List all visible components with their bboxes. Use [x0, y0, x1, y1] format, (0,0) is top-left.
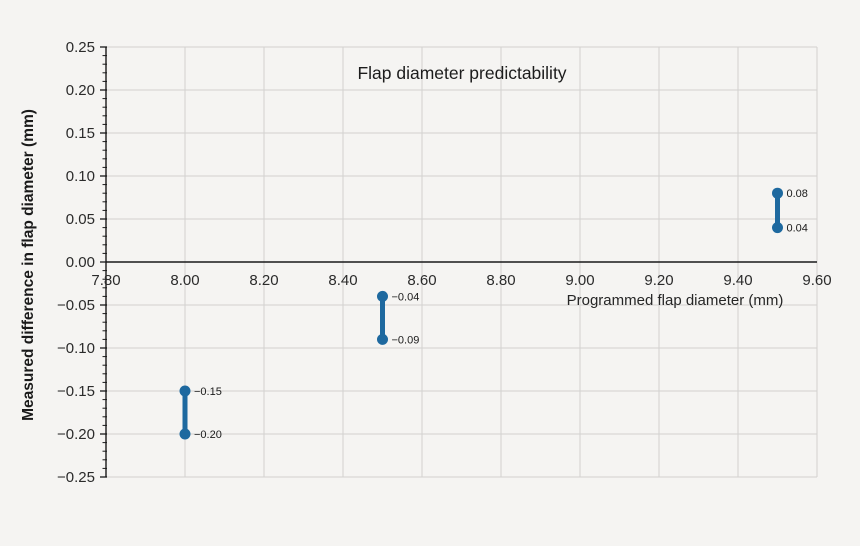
data-point-label-high: 0.08 [787, 188, 808, 200]
data-point-marker-high [772, 187, 783, 199]
x-tick-label: 8.20 [249, 272, 278, 289]
data-point-label-high: −0.15 [194, 386, 222, 398]
y-tick-label: 0.00 [66, 254, 95, 271]
chart-title: Flap diameter predictability [357, 63, 566, 83]
data-point-label-high: −0.04 [392, 291, 420, 303]
x-tick-label: 9.60 [802, 272, 831, 289]
data-point-label-low: −0.20 [194, 429, 222, 441]
y-tick-label: 0.10 [66, 168, 95, 185]
data-series: −0.15 −0.20 −0.04 −0.09 0.08 0.04 [179, 187, 808, 441]
y-tick-label: 0.15 [66, 125, 95, 142]
x-tick-label: 9.20 [644, 272, 673, 289]
data-point-label-low: 0.04 [787, 223, 808, 235]
y-tick-label: 0.05 [66, 211, 95, 228]
y-tick-label: 0.20 [66, 82, 95, 99]
x-tick-label: 8.60 [407, 272, 436, 289]
y-tick-label: −0.25 [57, 469, 95, 486]
data-point-marker-high [377, 290, 388, 302]
gridlines [105, 46, 818, 478]
tick-labels: 0.250.200.150.100.050.00−0.05−0.10−0.15−… [57, 39, 832, 486]
x-tick-label: 8.00 [170, 272, 199, 289]
y-tick-label: −0.05 [57, 297, 95, 314]
y-tick-label: −0.15 [57, 383, 95, 400]
data-point-marker-low [377, 333, 388, 345]
x-tick-label: 7.80 [91, 272, 120, 289]
x-tick-label: 9.40 [723, 272, 752, 289]
data-point-marker-low [772, 222, 783, 234]
y-tick-label: −0.10 [57, 340, 95, 357]
y-tick-label: −0.20 [57, 426, 95, 443]
data-point-label-low: −0.09 [392, 334, 420, 346]
data-point-marker-low [179, 428, 191, 440]
y-tick-label: 0.25 [66, 39, 95, 56]
y-axis-title: Measured difference in flap diameter (mm… [20, 109, 37, 421]
x-tick-label: 8.40 [328, 272, 357, 289]
x-axis-title: Programmed flap diameter (mm) [567, 292, 784, 309]
axes [100, 46, 817, 478]
data-point-marker-high [179, 385, 191, 397]
x-tick-label: 8.80 [486, 272, 515, 289]
x-tick-label: 9.00 [565, 272, 594, 289]
